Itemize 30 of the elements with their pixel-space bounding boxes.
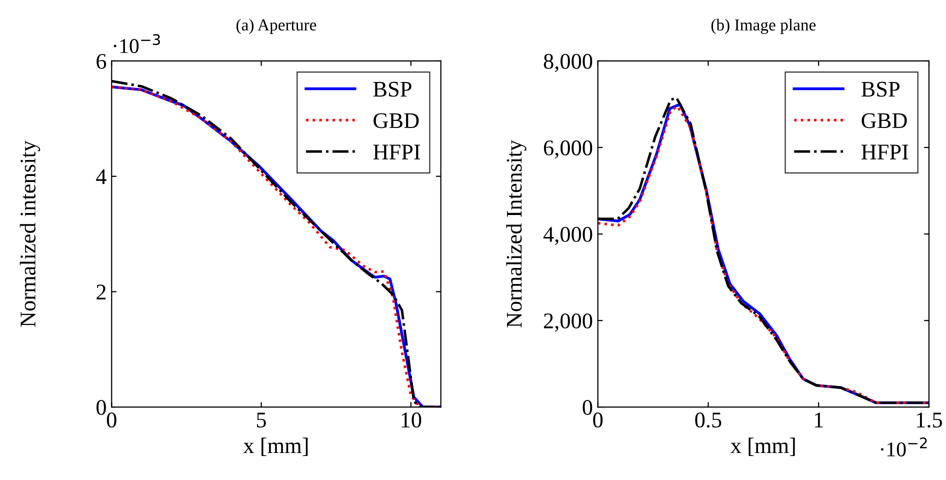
- legend-label: BSP: [861, 82, 900, 97]
- x-tick-label: 5: [257, 412, 266, 428]
- legend-label: HFPI: [373, 144, 420, 160]
- x-tick-label: 1.5: [917, 412, 942, 428]
- y-tick-label: 8,000: [544, 54, 592, 72]
- x-tick-label: 1: [815, 412, 823, 428]
- legend-label: HFPI: [861, 144, 908, 160]
- y-tick-label: 2,000: [544, 313, 592, 332]
- text: ·10$^{−3}$: [114, 34, 160, 54]
- x-tick-label: 0: [106, 412, 116, 428]
- legend-label: GBD: [862, 113, 907, 128]
- y-tick-label: 0: [96, 400, 106, 415]
- legend-label: GBD: [374, 113, 419, 128]
- y-tick-label: 6,000: [544, 140, 592, 159]
- y-tick-label: 4,000: [543, 226, 592, 246]
- y-tick-label: 6: [96, 54, 106, 69]
- y-tick-label: 0: [582, 400, 592, 415]
- x-tick-label: 0.5: [695, 412, 722, 428]
- y-axis-title: Normalized intensity: [20, 140, 40, 327]
- chart-title: (a) Aperture: [236, 18, 316, 34]
- x-tick-label: 10: [402, 412, 422, 428]
- x-tick-label: 0: [593, 412, 603, 428]
- y-axis-title: Normalized Intensity: [506, 140, 526, 328]
- y-tick-label: 2: [96, 284, 106, 300]
- text: ·10$^{−2}$: [881, 437, 927, 456]
- chart-title: (b) Image plane: [711, 18, 816, 34]
- x-axis-title: x [mm]: [243, 438, 308, 456]
- legend-label: BSP: [373, 82, 412, 97]
- x-axis-title: x [mm]: [730, 438, 795, 456]
- y-tick-label: 4: [96, 169, 106, 184]
